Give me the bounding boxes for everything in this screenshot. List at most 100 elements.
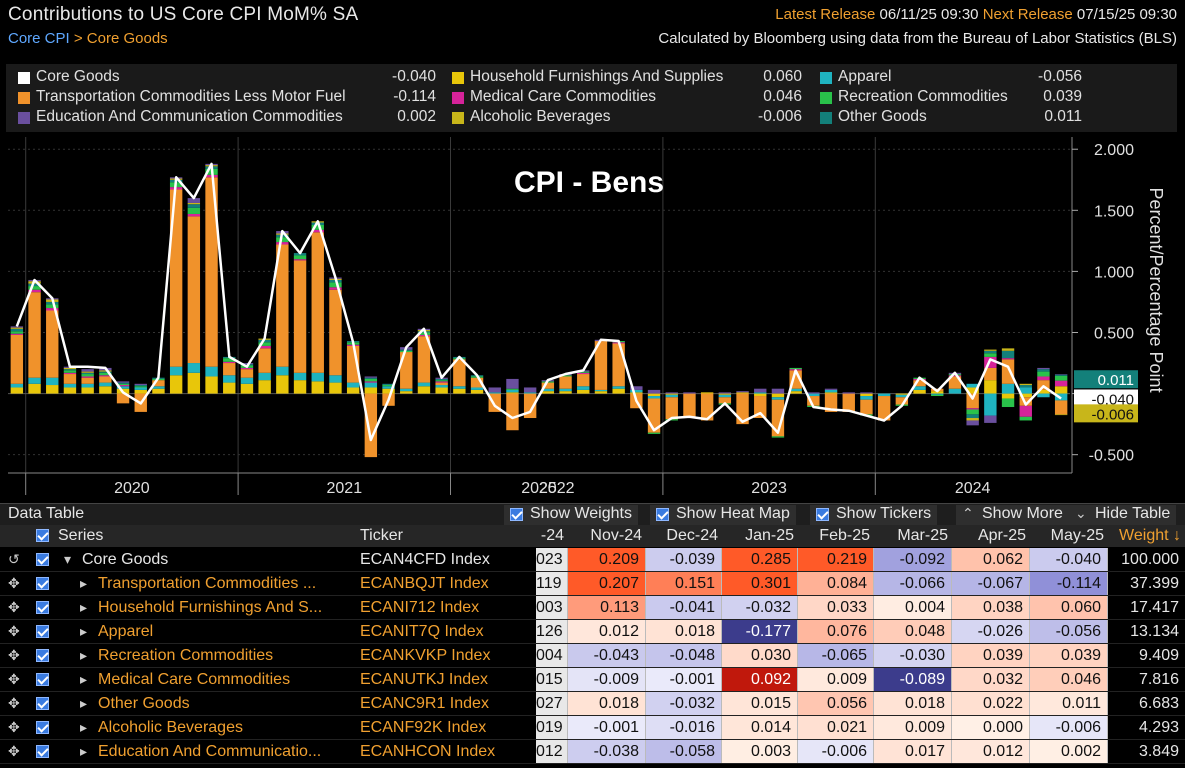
ticker-cell[interactable]: ECANF92K Index [360,719,487,736]
legend-item[interactable]: Apparel -0.056 [812,67,1082,87]
legend-item[interactable]: Education And Communication Commodities 0… [10,107,436,127]
bar-segment-apparel [577,386,590,390]
column-header-month[interactable]: Nov-24 [590,527,642,544]
move-icon[interactable]: ✥ [8,695,20,711]
latest-value-badge [1074,370,1138,389]
legend-item[interactable]: Transportation Commodities Less Motor Fu… [10,87,436,107]
row-checkbox[interactable] [36,601,49,614]
series-name[interactable]: Education And Communicatio... [98,743,322,760]
bar-segment-alcohol [63,367,77,370]
collapse-chevron-icon[interactable]: ▾ [64,551,72,567]
select-all-checkbox[interactable] [36,529,49,542]
legend-item[interactable]: Recreation Commodities 0.039 [812,87,1082,107]
expand-chevron-icon[interactable]: ▸ [80,743,88,759]
table-row[interactable]: ✥ ▸ Apparel ECANIT7Q Index 126 0.012 0.018 -0.1… [0,620,1185,644]
row-checkbox[interactable] [36,697,49,710]
breadcrumb-core-goods[interactable]: Core Goods [86,30,168,47]
series-name[interactable]: Apparel [98,623,154,640]
ticker-cell[interactable]: ECANUTKJ Index [360,671,489,688]
bar-segment-recreation [1001,398,1015,408]
move-icon[interactable]: ✥ [8,599,20,615]
value-cell: 0.004 [874,596,952,619]
column-header-weight[interactable]: Weight ↓ [1119,527,1181,544]
bar-segment-household [577,389,590,394]
show-weights-label: Show Weights [530,505,632,522]
series-name[interactable]: Other Goods [98,695,190,712]
bar-segment-apparel [1037,393,1050,398]
legend-item[interactable]: Core Goods -0.040 [10,67,436,87]
column-header-month[interactable]: Apr-25 [977,527,1026,544]
series-name[interactable]: Transportation Commodities ... [98,575,317,592]
series-name[interactable]: Household Furnishings And S... [98,599,323,616]
table-row[interactable]: ✥ ▸ Other Goods ECANC9R1 Index 027 0.018 -0.03… [0,692,1185,716]
move-icon[interactable]: ✥ [8,575,20,591]
row-checkbox[interactable] [36,649,49,662]
column-header-month[interactable]: May-25 [1050,527,1104,544]
legend-item[interactable]: Alcoholic Beverages -0.006 [444,107,802,127]
table-row[interactable]: ✥ ▸ Recreation Commodities ECANKVKP Index 00… [0,644,1185,668]
move-icon[interactable]: ✥ [8,647,20,663]
show-heat-map-toggle[interactable]: Show Heat Map [650,505,796,525]
row-checkbox[interactable] [36,625,49,638]
bar-segment-recreation [382,385,395,387]
column-header-ticker[interactable]: Ticker [360,527,403,544]
show-tickers-toggle[interactable]: Show Tickers [810,505,938,525]
ticker-cell[interactable]: ECANBQJT Index [360,575,489,592]
column-header-month[interactable]: Jan-25 [745,527,794,544]
show-weights-toggle[interactable]: Show Weights [504,505,638,525]
show-more-button[interactable]: ⌃ Show More [956,505,1069,525]
row-checkbox[interactable] [36,553,49,566]
legend-item[interactable]: Other Goods 0.011 [812,107,1082,127]
table-row[interactable]: ✥ ▸ Transportation Commodities ... ECANBQJT… [0,572,1185,596]
hide-table-button[interactable]: ⌄ Hide Table [1069,505,1177,525]
column-header-month[interactable]: Dec-24 [666,527,718,544]
table-row[interactable]: ✥ ▸ Household Furnishings And S... ECANI712… [0,596,1185,620]
legend-item[interactable]: Household Furnishings And Supplies 0.060 [444,67,802,87]
move-icon[interactable]: ✥ [8,623,20,639]
series-name[interactable]: Medical Care Commodities [98,671,291,688]
table-row[interactable]: ✥ ▸ Alcoholic Beverages ECANF92K Index 019 -0… [0,716,1185,740]
series-name[interactable]: Recreation Commodities [98,647,274,664]
ticker-cell[interactable]: ECANHCON Index [360,743,496,760]
ticker-cell[interactable]: ECANC9R1 Index [360,695,489,712]
value-cell: -0.177 [722,620,798,643]
move-icon[interactable]: ✥ [8,719,20,735]
column-header-month[interactable]: -24 [540,527,564,544]
expand-chevron-icon[interactable]: ▸ [80,695,88,711]
series-name[interactable]: Alcoholic Beverages [98,719,243,736]
expand-chevron-icon[interactable]: ▸ [80,671,88,687]
refresh-icon[interactable]: ↺ [8,551,20,567]
table-row[interactable]: ✥ ▸ Education And Communicatio... ECANHCON … [0,740,1185,764]
column-header-month[interactable]: Feb-25 [819,527,870,544]
move-icon[interactable]: ✥ [8,743,20,759]
bar-segment-education [523,387,537,393]
column-header-series[interactable]: Series [58,527,104,544]
breadcrumb-core-cpi[interactable]: Core CPI [8,30,70,47]
ticker-cell[interactable]: ECANIT7Q Index [360,623,484,640]
table-row[interactable]: ✥ ▸ Medical Care Commodities ECANUTKJ Index… [0,668,1185,692]
row-checkbox[interactable] [36,577,49,590]
column-header-month[interactable]: Mar-25 [897,527,948,544]
bar-segment-apparel [311,372,324,382]
ticker-cell[interactable]: ECAN4CFD Index [360,551,490,568]
row-checkbox[interactable] [36,721,49,734]
expand-chevron-icon[interactable]: ▸ [80,575,88,591]
row-checkbox[interactable] [36,745,49,758]
expand-chevron-icon[interactable]: ▸ [80,623,88,639]
expand-chevron-icon[interactable]: ▸ [80,647,88,663]
value-cell: 004 [536,644,568,667]
expand-chevron-icon[interactable]: ▸ [80,719,88,735]
move-icon[interactable]: ✥ [8,671,20,687]
row-checkbox[interactable] [36,673,49,686]
bar-segment-apparel [718,394,732,398]
series-name[interactable]: Core Goods [82,551,169,568]
bar-segment-other [1001,350,1015,359]
ticker-cell[interactable]: ECANKVKP Index [360,647,491,664]
double-chevron-up-icon: ⌃ [962,505,974,521]
legend-item[interactable]: Medical Care Commodities 0.046 [444,87,802,107]
ticker-cell[interactable]: ECANI712 Index [360,599,480,616]
bar-segment-transport [895,397,909,405]
table-row[interactable]: ↺ ▾ Core Goods ECAN4CFD Index 023 0.209 -0.039… [0,548,1185,572]
expand-chevron-icon[interactable]: ▸ [80,599,88,615]
bar-segment-education [1037,367,1050,370]
